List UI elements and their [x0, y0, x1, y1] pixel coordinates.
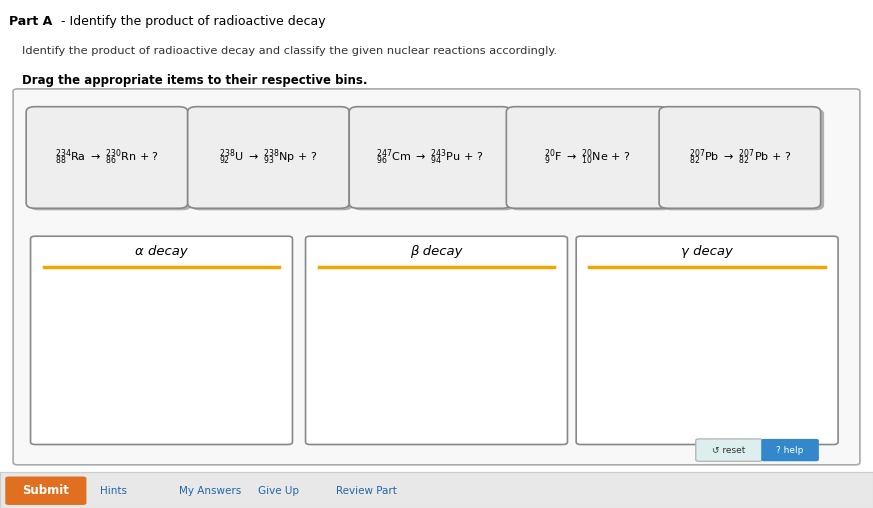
FancyBboxPatch shape — [5, 477, 86, 505]
Text: Hints: Hints — [100, 486, 127, 496]
Text: Identify the product of radioactive decay and classify the given nuclear reactio: Identify the product of radioactive deca… — [22, 46, 557, 56]
FancyBboxPatch shape — [349, 107, 511, 208]
FancyBboxPatch shape — [306, 236, 567, 444]
Text: $^{207}_{82}$Pb $\rightarrow$ $^{207}_{82}$Pb + ?: $^{207}_{82}$Pb $\rightarrow$ $^{207}_{8… — [689, 148, 791, 167]
FancyBboxPatch shape — [761, 439, 819, 461]
Text: $^{238}_{92}$U $\rightarrow$ $^{238}_{93}$Np + ?: $^{238}_{92}$U $\rightarrow$ $^{238}_{93… — [219, 148, 318, 167]
FancyBboxPatch shape — [696, 439, 762, 461]
FancyBboxPatch shape — [30, 109, 191, 210]
Text: $^{247}_{96}$Cm $\rightarrow$ $^{243}_{94}$Pu + ?: $^{247}_{96}$Cm $\rightarrow$ $^{243}_{9… — [376, 148, 484, 167]
FancyBboxPatch shape — [13, 89, 860, 465]
FancyBboxPatch shape — [353, 109, 514, 210]
FancyBboxPatch shape — [663, 109, 824, 210]
Text: Drag the appropriate items to their respective bins.: Drag the appropriate items to their resp… — [22, 74, 368, 87]
FancyBboxPatch shape — [659, 107, 821, 208]
Text: γ decay: γ decay — [681, 245, 733, 258]
Text: $^{234}_{88}$Ra $\rightarrow$ $^{230}_{86}$Rn + ?: $^{234}_{88}$Ra $\rightarrow$ $^{230}_{8… — [55, 148, 159, 167]
FancyBboxPatch shape — [188, 107, 349, 208]
Bar — [0, 472, 873, 508]
Text: $^{20}_{9}$F $\rightarrow$ $^{20}_{10}$Ne + ?: $^{20}_{9}$F $\rightarrow$ $^{20}_{10}$N… — [544, 148, 630, 167]
FancyBboxPatch shape — [506, 107, 668, 208]
Text: α decay: α decay — [135, 245, 188, 258]
Text: My Answers: My Answers — [179, 486, 241, 496]
FancyBboxPatch shape — [510, 109, 671, 210]
FancyBboxPatch shape — [576, 236, 838, 444]
FancyBboxPatch shape — [31, 236, 292, 444]
FancyBboxPatch shape — [191, 109, 353, 210]
Text: ? help: ? help — [776, 446, 804, 455]
Text: ↺ reset: ↺ reset — [712, 446, 746, 455]
Text: Submit: Submit — [22, 484, 69, 497]
Text: Part A: Part A — [9, 15, 52, 28]
Text: β decay: β decay — [410, 245, 463, 258]
Text: - Identify the product of radioactive decay: - Identify the product of radioactive de… — [57, 15, 326, 28]
Text: Review Part: Review Part — [336, 486, 397, 496]
Text: Give Up: Give Up — [258, 486, 299, 496]
FancyBboxPatch shape — [26, 107, 188, 208]
